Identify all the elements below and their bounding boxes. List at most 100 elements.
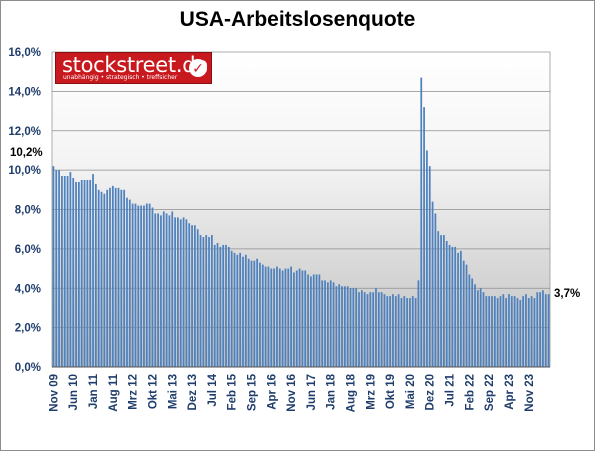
bar (233, 252, 236, 367)
bar (111, 185, 114, 368)
bar (394, 296, 397, 368)
bar (247, 258, 250, 367)
x-tick-label: Feb 15 (227, 373, 239, 410)
bar (375, 288, 377, 367)
x-tick-label: Jun 17 (306, 374, 318, 410)
bar (533, 298, 536, 367)
bar (363, 292, 366, 367)
bar (471, 278, 474, 367)
bar (448, 244, 451, 367)
bar (479, 288, 482, 367)
bar (106, 189, 109, 367)
bar (210, 235, 213, 367)
bar (191, 225, 193, 367)
bar (236, 254, 239, 367)
bar (386, 296, 389, 368)
x-tick-label: Aug 18 (346, 373, 358, 412)
x-tick-label: Aug 11 (108, 373, 120, 411)
start-value-label: 10,2% (10, 147, 43, 159)
bar (476, 290, 479, 367)
bar (140, 205, 142, 367)
bar (420, 77, 423, 367)
bar (335, 286, 338, 367)
bar (276, 266, 278, 367)
bar (227, 246, 230, 367)
bar (174, 217, 176, 368)
bar (312, 274, 315, 367)
bar (434, 213, 437, 367)
x-tick-label: Jan 18 (326, 373, 338, 409)
bar (109, 187, 111, 367)
bar (126, 197, 128, 367)
bar (199, 235, 202, 367)
x-tick-label: Jul 14 (207, 373, 219, 406)
bar (160, 215, 162, 367)
bar (80, 179, 83, 367)
bar (440, 235, 442, 367)
bar (287, 268, 290, 367)
bar (165, 213, 168, 367)
bar (451, 246, 454, 367)
bar (100, 191, 103, 367)
bar (459, 250, 462, 367)
bar (502, 294, 505, 367)
bar (324, 280, 326, 368)
bar (157, 213, 159, 367)
bar (196, 229, 199, 367)
bar (454, 246, 457, 367)
bar (162, 211, 165, 367)
y-axis-ticks: 0,0% 2,0% 4,0% 6,0% 8,0% 10,0% 12,0% 14,0% 16,0% (8, 47, 41, 374)
bar (516, 298, 519, 367)
bar (256, 258, 259, 367)
bar (519, 300, 522, 367)
bar (72, 178, 75, 367)
bar (462, 260, 465, 367)
bar (329, 280, 332, 368)
bar (493, 296, 496, 368)
end-value-label: 3,7% (554, 288, 580, 300)
bar (327, 282, 329, 367)
bar (414, 298, 417, 367)
bar (194, 225, 196, 367)
bar (417, 280, 420, 368)
bar (321, 280, 324, 368)
bar (92, 174, 94, 367)
bar (94, 183, 97, 367)
bar (261, 264, 264, 368)
bar (542, 290, 544, 367)
bar (310, 276, 312, 367)
bar (443, 235, 445, 367)
bar (355, 288, 358, 367)
y-tick-label: 14,0% (8, 86, 41, 98)
bar (298, 268, 301, 367)
bar (239, 252, 242, 367)
checkmark-icon: ✓ (189, 59, 207, 77)
bar (128, 199, 131, 367)
bar (134, 203, 137, 367)
bar (145, 203, 148, 367)
bar (346, 286, 349, 367)
y-tick-label: 6,0% (15, 244, 41, 256)
bar (474, 284, 476, 367)
x-tick-label: Mrz 19 (365, 374, 377, 410)
bar (55, 170, 58, 368)
bar (270, 268, 273, 367)
bar (315, 274, 318, 367)
bar (123, 189, 126, 367)
bar (488, 296, 491, 368)
bar (360, 290, 363, 367)
bar (301, 270, 304, 367)
stockstreet-logo: stockstreet.de unabhängig • strategisch … (55, 52, 212, 84)
bar (468, 274, 471, 367)
bar (244, 254, 247, 367)
x-tick-label: Nov 16 (286, 374, 298, 412)
y-tick-label: 2,0% (15, 323, 41, 335)
bar (52, 166, 55, 367)
bar (510, 296, 513, 368)
bar (117, 187, 120, 367)
bar (485, 296, 488, 368)
y-tick-label: 10,0% (8, 165, 41, 177)
bar (349, 288, 352, 367)
bars (52, 77, 550, 368)
